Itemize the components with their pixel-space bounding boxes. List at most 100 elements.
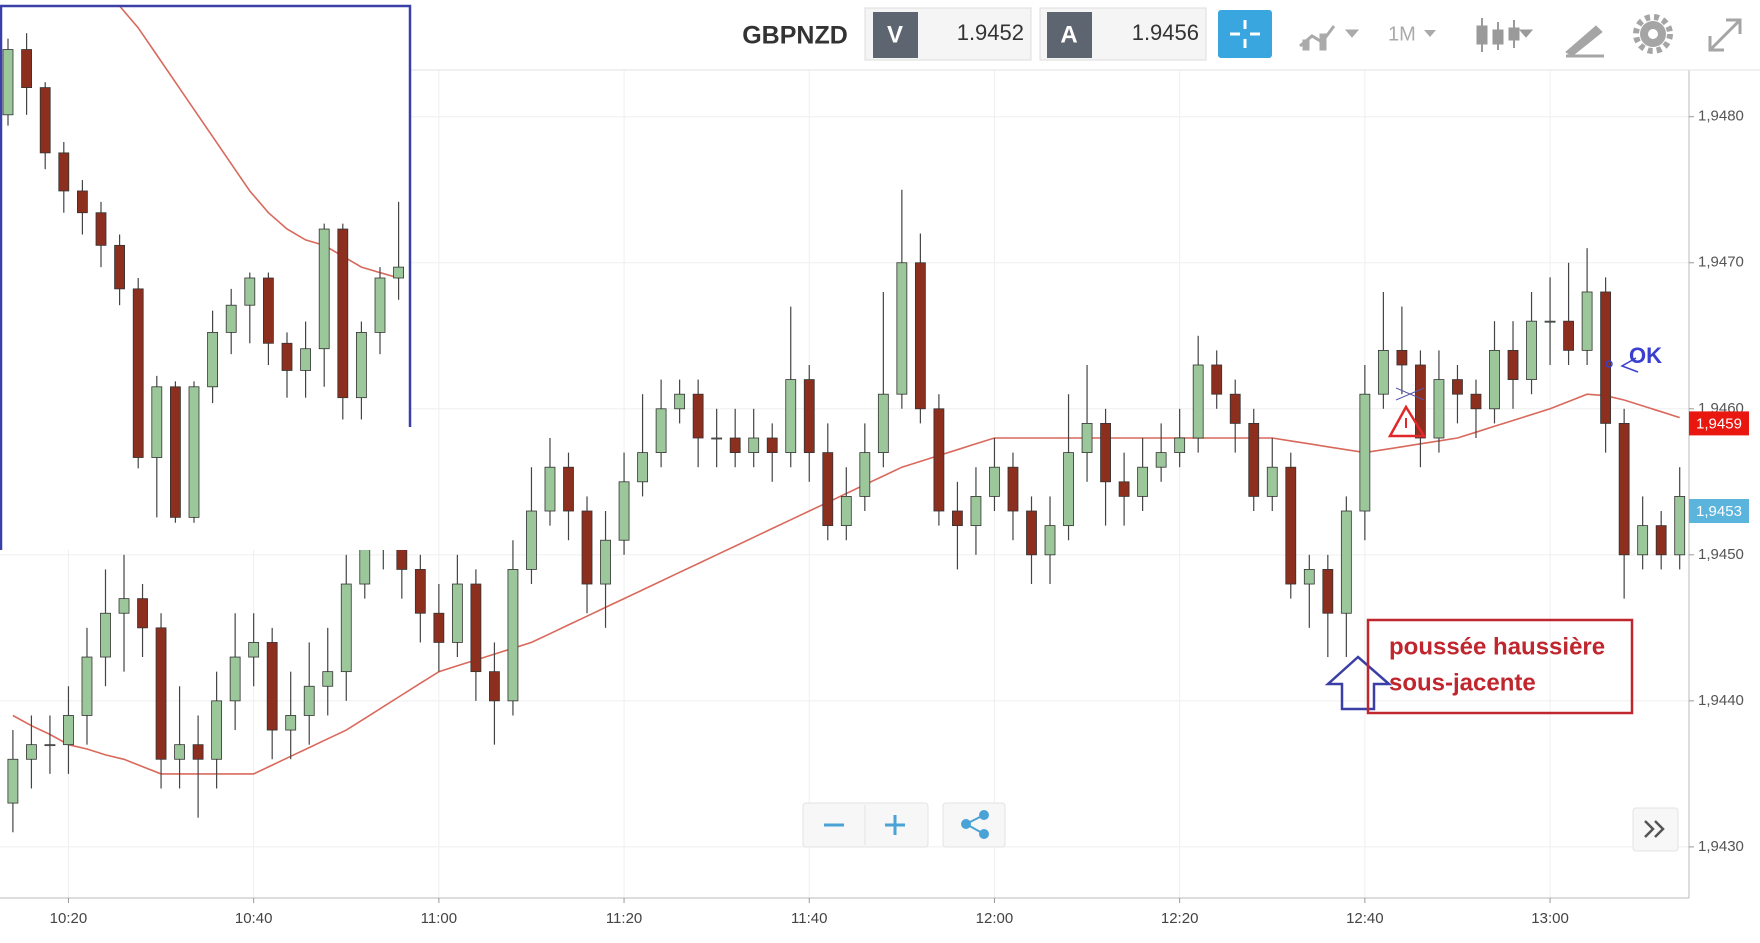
x-tick-label: 10:40 — [235, 910, 273, 927]
candle-body — [39, 87, 51, 154]
candle-body — [526, 510, 537, 570]
candle-body — [803, 379, 815, 454]
candle-body — [1248, 422, 1260, 497]
candle-body — [303, 685, 315, 716]
candle-body — [618, 481, 630, 541]
annotation-line: poussée haussière — [1389, 633, 1605, 660]
price-label-box — [1689, 411, 1749, 436]
cross-mark — [1395, 387, 1425, 401]
up-arrow — [1324, 655, 1393, 711]
candle-body — [266, 642, 278, 731]
candle-body — [785, 379, 797, 454]
candle-body — [229, 656, 241, 702]
candle-body — [1637, 525, 1649, 556]
y-tick-label: 1,9480 — [1698, 108, 1744, 125]
candle-body — [674, 393, 686, 410]
price-label-box — [1689, 499, 1749, 524]
candle-body — [1489, 349, 1500, 410]
ask-price: 1.9456 — [1132, 20, 1199, 45]
x-tick-label: 12:40 — [1346, 910, 1384, 927]
zoom-in[interactable] — [885, 815, 905, 835]
chart-type-icon[interactable] — [1299, 25, 1360, 51]
timeframe[interactable]: 1M — [1388, 23, 1416, 45]
candle-body — [1377, 349, 1389, 395]
candle-body — [1118, 481, 1130, 497]
candle-body — [970, 496, 982, 527]
candle-body — [1285, 466, 1297, 585]
candle-body — [63, 715, 74, 746]
candle-body — [1433, 379, 1445, 439]
candle-body — [285, 715, 297, 731]
candle-body — [896, 262, 908, 395]
candle-body — [766, 437, 778, 454]
candle-body — [433, 612, 445, 643]
x-tick-label: 12:00 — [976, 910, 1014, 927]
candle-body — [1137, 466, 1149, 497]
candle-body — [155, 627, 167, 760]
candle-body — [188, 386, 200, 518]
candle-body — [322, 671, 334, 687]
candle-body — [748, 437, 760, 454]
timeframe-caret — [1424, 30, 1436, 37]
candle-body — [337, 228, 349, 399]
scroll-end-button[interactable] — [1632, 807, 1679, 852]
ask-badge — [1047, 12, 1092, 58]
candle-body — [1674, 496, 1686, 556]
ok-label: OK — [1629, 343, 1662, 368]
candle-icon[interactable] — [1476, 18, 1534, 52]
candle-body — [637, 452, 648, 483]
candle-body — [151, 386, 163, 458]
y-tick-label: 1,9470 — [1698, 254, 1744, 271]
candle-body — [655, 408, 667, 454]
candle-body — [2, 49, 14, 116]
candle-body — [300, 348, 312, 371]
axes: 1,94301,94401,94501,94601,94701,948010:2… — [50, 108, 1749, 927]
candle-body — [822, 452, 834, 527]
y-tick-label: 1,9440 — [1698, 692, 1744, 709]
candle-body — [95, 212, 107, 246]
candle-body — [21, 49, 33, 89]
candle-body — [1340, 510, 1352, 614]
candle-body — [114, 244, 125, 290]
candle-body — [1229, 393, 1241, 424]
bid-price: 1.9452 — [957, 20, 1024, 45]
annotations: poussée haussière sous-jacente OK — [1324, 343, 1662, 715]
draw-icon[interactable] — [1565, 25, 1604, 58]
candle-body — [225, 304, 237, 333]
candle-body — [711, 437, 723, 440]
candle-body — [692, 393, 704, 439]
candle-body — [207, 331, 219, 388]
warning-triangle — [1387, 404, 1427, 438]
candle-body — [1396, 349, 1408, 366]
crosshair-button[interactable] — [1218, 10, 1272, 58]
candle-body — [1322, 569, 1334, 614]
price-label: 1,9459 — [1696, 415, 1742, 432]
share-button[interactable] — [942, 802, 1006, 848]
candle-body — [1470, 393, 1482, 410]
candle-body — [1155, 452, 1167, 468]
bid-badge — [873, 12, 918, 58]
candle-body — [174, 744, 185, 760]
candle-body — [989, 466, 1000, 497]
plot — [7, 189, 1686, 833]
candle-body — [1266, 466, 1278, 497]
candle-body — [77, 190, 88, 214]
candle-body — [374, 277, 386, 333]
candle-body — [1544, 320, 1556, 323]
inset-moving-average — [118, 5, 399, 279]
x-tick-label: 11:40 — [791, 910, 827, 927]
expand-icon[interactable] — [1708, 18, 1742, 52]
candle-body — [81, 656, 93, 716]
y-tick-label: 1,9450 — [1698, 546, 1744, 563]
candle-body — [248, 642, 260, 658]
candle-body — [1007, 466, 1019, 512]
candle-body — [58, 152, 70, 192]
ok-pointer — [1605, 357, 1639, 373]
candle-body — [118, 598, 130, 614]
x-tick-label: 13:00 — [1531, 910, 1569, 927]
settings-icon[interactable] — [1633, 14, 1673, 54]
candle-body — [489, 671, 500, 702]
candle-body — [7, 758, 19, 804]
candle-body — [1581, 291, 1593, 351]
